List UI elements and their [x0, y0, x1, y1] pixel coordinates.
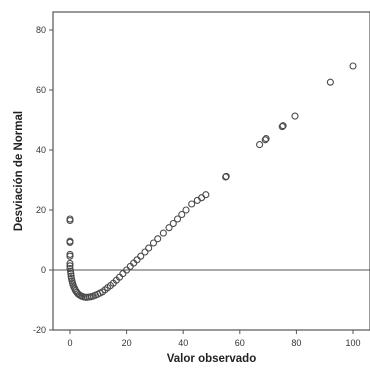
data-point: [154, 235, 162, 243]
x-tick-label: 80: [291, 338, 301, 348]
x-tick-label: 20: [122, 338, 132, 348]
data-point: [149, 239, 158, 247]
y-tick-label: 80: [36, 25, 46, 35]
data-point: [278, 123, 286, 131]
data-point: [67, 270, 75, 278]
data-point: [66, 262, 74, 270]
data-point: [178, 210, 186, 219]
data-point: [202, 191, 210, 199]
y-tick-label: 60: [36, 85, 46, 95]
data-point: [262, 135, 270, 143]
data-point: [222, 172, 230, 180]
y-tick-label: 20: [36, 205, 46, 215]
data-point: [165, 224, 173, 232]
data-point: [133, 256, 141, 264]
y-axis-title: Desviación de Normal: [13, 111, 25, 231]
data-point: [349, 62, 357, 70]
y-tick-label: -20: [33, 325, 46, 335]
data-point: [67, 272, 75, 280]
data-point: [66, 238, 74, 246]
data-point: [123, 266, 131, 274]
data-point: [169, 219, 177, 228]
data-point: [173, 215, 182, 223]
data-point: [291, 112, 299, 120]
data-point: [188, 200, 196, 208]
x-tick-label: 40: [178, 338, 188, 348]
axis-ticks: 0 20 40 60 80 100 -20 0 20 40 60 80: [33, 25, 361, 348]
x-tick-label: 100: [346, 338, 361, 348]
data-point: [66, 216, 74, 225]
data-point: [137, 252, 145, 260]
plot-frame: [52, 11, 370, 331]
x-tick-label: 60: [235, 338, 245, 348]
data-point: [256, 141, 264, 149]
x-axis-title: Valor observado: [167, 353, 256, 365]
x-tick-label: 0: [67, 338, 72, 348]
data-point: [159, 229, 167, 237]
data-point: [279, 122, 287, 130]
data-point: [66, 252, 74, 260]
data-points: [66, 62, 357, 301]
y-tick-label: 0: [41, 265, 46, 275]
data-point: [326, 78, 334, 86]
data-point: [66, 264, 74, 273]
data-point: [141, 248, 149, 256]
y-tick-label: 40: [36, 145, 46, 155]
data-point: [66, 267, 75, 275]
data-point: [261, 136, 269, 144]
data-point: [145, 244, 153, 252]
data-point: [182, 206, 190, 214]
data-point: [119, 270, 127, 278]
data-point: [66, 259, 74, 267]
